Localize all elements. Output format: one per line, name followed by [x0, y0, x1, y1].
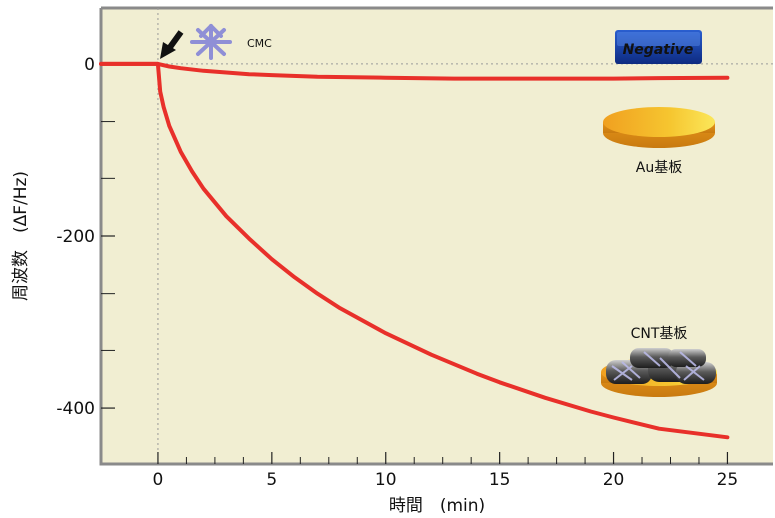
x-axis-tick-labels: 0 5 10 15 20 25	[153, 470, 739, 490]
cmc-molecule-icon	[190, 24, 232, 60]
x-axis-ticks	[157, 452, 729, 464]
y-tick-label: 0	[84, 55, 95, 75]
y-tick-label: -200	[56, 227, 95, 247]
svg-text:Negative: Negative	[623, 42, 694, 58]
au-substrate-label: Au基板	[636, 159, 682, 176]
y-axis-tick-labels: 0 -200 -400	[56, 55, 95, 419]
plot-frame	[99, 6, 773, 466]
cmc-label: CMC	[247, 37, 272, 50]
x-tick-label: 10	[375, 470, 397, 490]
x-tick-label: 25	[717, 470, 739, 490]
series-line-au	[99, 61, 730, 81]
injection-arrow-icon	[160, 30, 184, 59]
cnt-substrate-icon	[601, 348, 717, 397]
x-tick-label: 15	[489, 470, 511, 490]
series-group	[99, 61, 730, 440]
y-tick-label: -400	[56, 399, 95, 419]
y-axis-title: 周波数 (ΔF/Hz)	[11, 171, 31, 301]
au-substrate-icon	[603, 107, 715, 148]
negative-badge: Negative	[615, 30, 702, 64]
x-tick-label: 20	[603, 470, 625, 490]
series-line-cnt	[99, 61, 730, 440]
x-axis-title: 時間 (min)	[389, 496, 485, 516]
x-tick-label: 5	[266, 470, 277, 490]
x-tick-label: 0	[153, 470, 164, 490]
cnt-substrate-label: CNT基板	[631, 325, 688, 342]
